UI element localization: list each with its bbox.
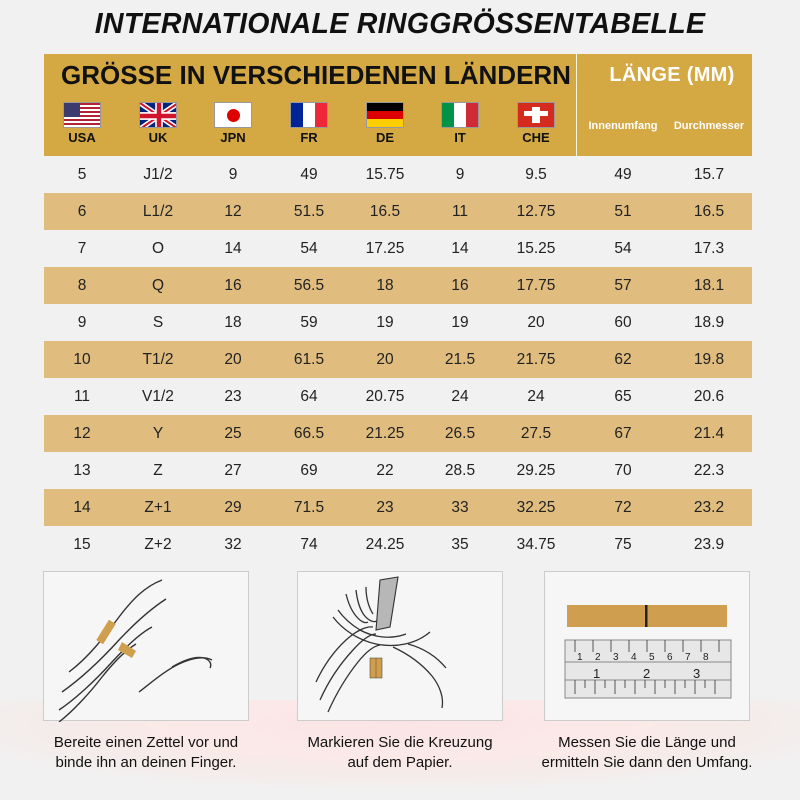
svg-text:1: 1 <box>593 666 600 681</box>
svg-text:8: 8 <box>703 652 709 663</box>
svg-text:6: 6 <box>667 652 673 663</box>
svg-text:7: 7 <box>685 652 691 663</box>
svg-text:5: 5 <box>649 652 655 663</box>
svg-text:3: 3 <box>693 666 700 681</box>
svg-text:3: 3 <box>613 652 619 663</box>
svg-text:1: 1 <box>577 652 583 663</box>
svg-text:4: 4 <box>631 652 637 663</box>
svg-text:2: 2 <box>643 666 650 681</box>
svg-text:2: 2 <box>595 652 601 663</box>
